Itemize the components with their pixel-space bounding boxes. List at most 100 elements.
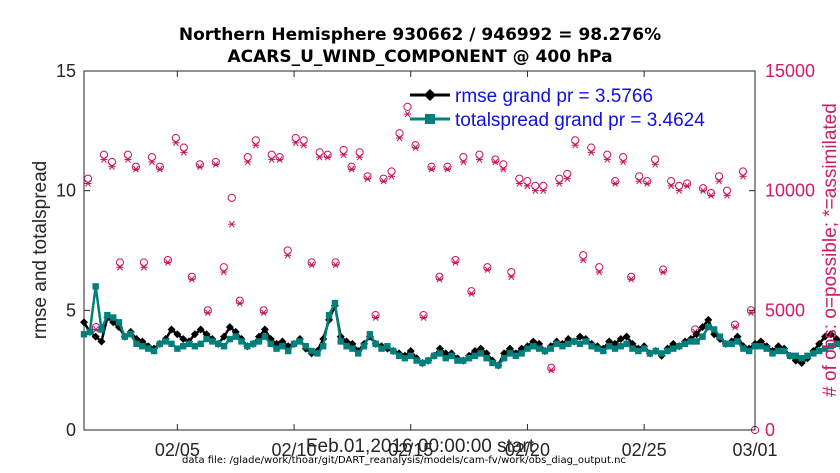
totalspread-point [209, 338, 216, 345]
totalspread-point [635, 347, 642, 355]
totalspread-point [751, 343, 759, 350]
obs-possible-point [371, 311, 380, 320]
totalspread-point [337, 338, 344, 345]
totalspread-point [495, 362, 502, 369]
obs-assimilated-point [707, 192, 715, 199]
obs-assimilated-point [675, 187, 683, 194]
asterisk-stroke [180, 149, 187, 156]
totalspread-point [419, 359, 426, 367]
asterisk-stroke [476, 156, 483, 163]
obs-assimilated-point [364, 175, 372, 183]
asterisk-stroke [340, 151, 347, 159]
tick-layer: 02/05 02/10 02/15 02/20 02/25 03/010510150500… [56, 61, 815, 460]
totalspread-point [390, 347, 397, 355]
totalspread-point [506, 350, 514, 357]
asterisk-stroke [252, 141, 259, 149]
asterisk-stroke [412, 144, 419, 151]
totalspread-point [629, 345, 636, 352]
legend-spread-marker [425, 114, 435, 124]
totalspread-point [769, 350, 776, 357]
rmse-point [575, 332, 584, 341]
totalspread-point [395, 352, 403, 360]
rmse-point [821, 332, 830, 341]
x-tick-label: 02/20 [505, 440, 550, 460]
totalspread-point [308, 347, 315, 355]
totalspread-point [780, 347, 788, 355]
rmse-point [616, 335, 625, 344]
totalspread-point [471, 352, 479, 360]
totalspread-point [500, 355, 508, 362]
x-axis-label: Feb.01,2016 00:00:00 start [306, 436, 535, 457]
obs-possible-point [83, 174, 93, 183]
asterisk-stroke [356, 153, 363, 161]
obs-possible-point [187, 272, 196, 281]
x-tick-label: 02/10 [272, 440, 317, 460]
x-tick-label: 02/15 [388, 440, 433, 460]
obs-assimilated-point [156, 165, 164, 173]
asterisk-stroke [308, 261, 315, 269]
obs-assimilated-point [651, 161, 659, 168]
totalspread-point [144, 345, 152, 352]
obs-assimilated-point [539, 187, 547, 194]
totalspread-point [623, 340, 630, 348]
asterisk-stroke [540, 187, 547, 194]
obs-assimilated-point [667, 182, 675, 190]
asterisk-stroke [500, 165, 507, 173]
obs-possible-point [475, 150, 484, 159]
obs-possible-point [147, 153, 156, 162]
obs-assimilated-point [148, 158, 156, 166]
obs-possible-point [698, 184, 708, 193]
obs-assimilated-point [300, 141, 308, 149]
totalspread-point [786, 352, 794, 360]
obs-possible-point [627, 272, 636, 281]
totalspread-point [238, 338, 245, 345]
totalspread-point [477, 350, 484, 357]
totalspread-point [92, 283, 99, 290]
asterisk-stroke [604, 156, 611, 163]
obs-possible-point [451, 255, 460, 265]
totalspread-point [670, 345, 677, 352]
totalspread-point [250, 340, 257, 348]
totalspread-point [821, 345, 829, 352]
obs-assimilated-point [715, 177, 723, 185]
legend: rmse grand pr = 3.5766 totalspread grand… [410, 86, 705, 131]
totalspread-point [745, 347, 753, 355]
totalspread-point [804, 352, 811, 360]
asterisk-stroke [716, 177, 722, 185]
totalspread-point [290, 340, 298, 348]
obs-assimilated-point [236, 299, 244, 307]
totalspread-point [810, 350, 817, 357]
obs-possible-point [355, 148, 364, 157]
obs-possible-point [635, 172, 644, 181]
asterisk-stroke [260, 309, 267, 317]
legend-spread-label: totalspread grand pr = 3.4624 [455, 110, 705, 131]
y-tick-label-right: 15000 [765, 61, 815, 81]
obs-possible-point [555, 174, 564, 183]
totalspread-point [349, 345, 356, 352]
totalspread-point [127, 331, 134, 338]
obs-possible-point [483, 263, 492, 272]
rmse-point [97, 337, 106, 346]
obs-possible-point [283, 246, 292, 255]
totalspread-point [413, 357, 420, 364]
obs-possible-point [331, 258, 340, 267]
totalspread-point [699, 333, 706, 340]
asterisk-stroke [620, 158, 627, 166]
totalspread-point [115, 319, 123, 326]
asterisk-stroke [428, 165, 435, 173]
totalspread-point [611, 345, 619, 352]
obs-possible-point [203, 306, 212, 315]
x-tick-label: 02/25 [622, 440, 667, 460]
obs-assimilated-point [531, 187, 539, 194]
obs-assimilated-point [515, 180, 523, 187]
obs-assimilated-point [499, 165, 507, 173]
obs-assimilated-point [132, 165, 140, 173]
obs-assimilated-point [252, 141, 260, 149]
totalspread-point [646, 350, 654, 357]
obs-possible-point [651, 155, 660, 164]
obs-possible-point [683, 179, 692, 188]
asterisk-stroke [484, 266, 491, 273]
obs-assimilated-point [611, 180, 619, 187]
x-tick-label: 02/05 [155, 440, 200, 460]
asterisk-stroke [172, 139, 179, 147]
